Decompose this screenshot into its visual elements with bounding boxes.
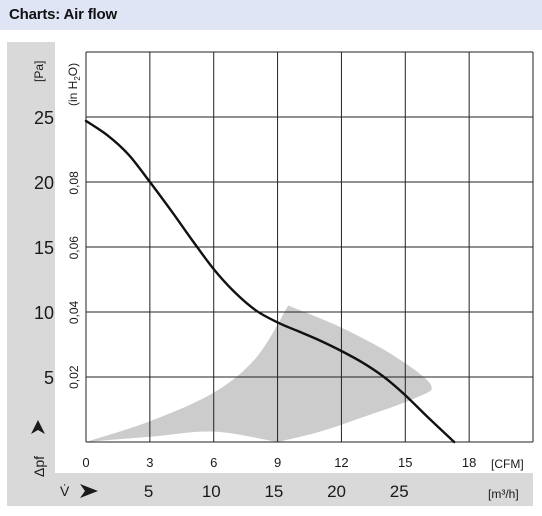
operating-range-region (86, 305, 432, 442)
x-axis-unit-cfm: [CFM] (491, 457, 524, 471)
air-flow-curve (84, 119, 456, 444)
y-tick-label-pa: 5 (44, 368, 54, 388)
x-tick-label-cfm: 9 (274, 455, 281, 470)
y-axis-panel (7, 42, 55, 481)
x-axis-panel (7, 473, 533, 506)
x-tick-label-m3h: 10 (202, 482, 221, 501)
y-tick-label-pa: 15 (34, 238, 54, 258)
y-axis-label: Δpf (31, 456, 47, 477)
y-tick-label-inh2o: 0,08 (67, 171, 81, 195)
x-tick-label-cfm: 6 (210, 455, 217, 470)
chart-title: Charts: Air flow (9, 6, 117, 23)
y-tick-label-pa: 25 (34, 108, 54, 128)
operating-range-area (86, 305, 432, 442)
y-tick-label-pa: 10 (34, 303, 54, 323)
x-tick-label-cfm: 18 (462, 455, 476, 470)
y-tick-label-pa: 20 (34, 173, 54, 193)
x-tick-label-m3h: 15 (264, 482, 283, 501)
y-tick-label-inh2o: 0,02 (67, 365, 81, 389)
series-line (84, 119, 456, 444)
y-axis-unit-pa: [Pa] (32, 61, 46, 82)
x-axis-arrow-icon (80, 484, 98, 498)
chart-grid (85, 51, 534, 443)
x-tick-label-cfm: 12 (334, 455, 348, 470)
y-axis-unit-inh2o: (in H2O) (66, 63, 82, 106)
x-tick-label-m3h: 20 (327, 482, 346, 501)
x-tick-label-cfm: 15 (398, 455, 412, 470)
chart-header: Charts: Air flow (0, 0, 542, 30)
x-axis-label: V̇ (60, 483, 70, 499)
x-tick-label-cfm: 0 (82, 455, 89, 470)
x-tick-label-m3h: 5 (144, 482, 153, 501)
y-tick-label-inh2o: 0,04 (67, 300, 81, 324)
tick-labels: 5 10 15 20 25 0,02 0,04 0,06 0,08 0 3 6 9 12 15 18 5 10 15… (34, 108, 476, 501)
y-axis-arrow-icon (31, 420, 45, 434)
x-axis-unit-m3h: [m³/h] (488, 487, 519, 501)
x-tick-label-m3h: 25 (390, 482, 409, 501)
x-tick-label-cfm: 3 (146, 455, 153, 470)
y-tick-label-inh2o: 0,06 (67, 236, 81, 260)
